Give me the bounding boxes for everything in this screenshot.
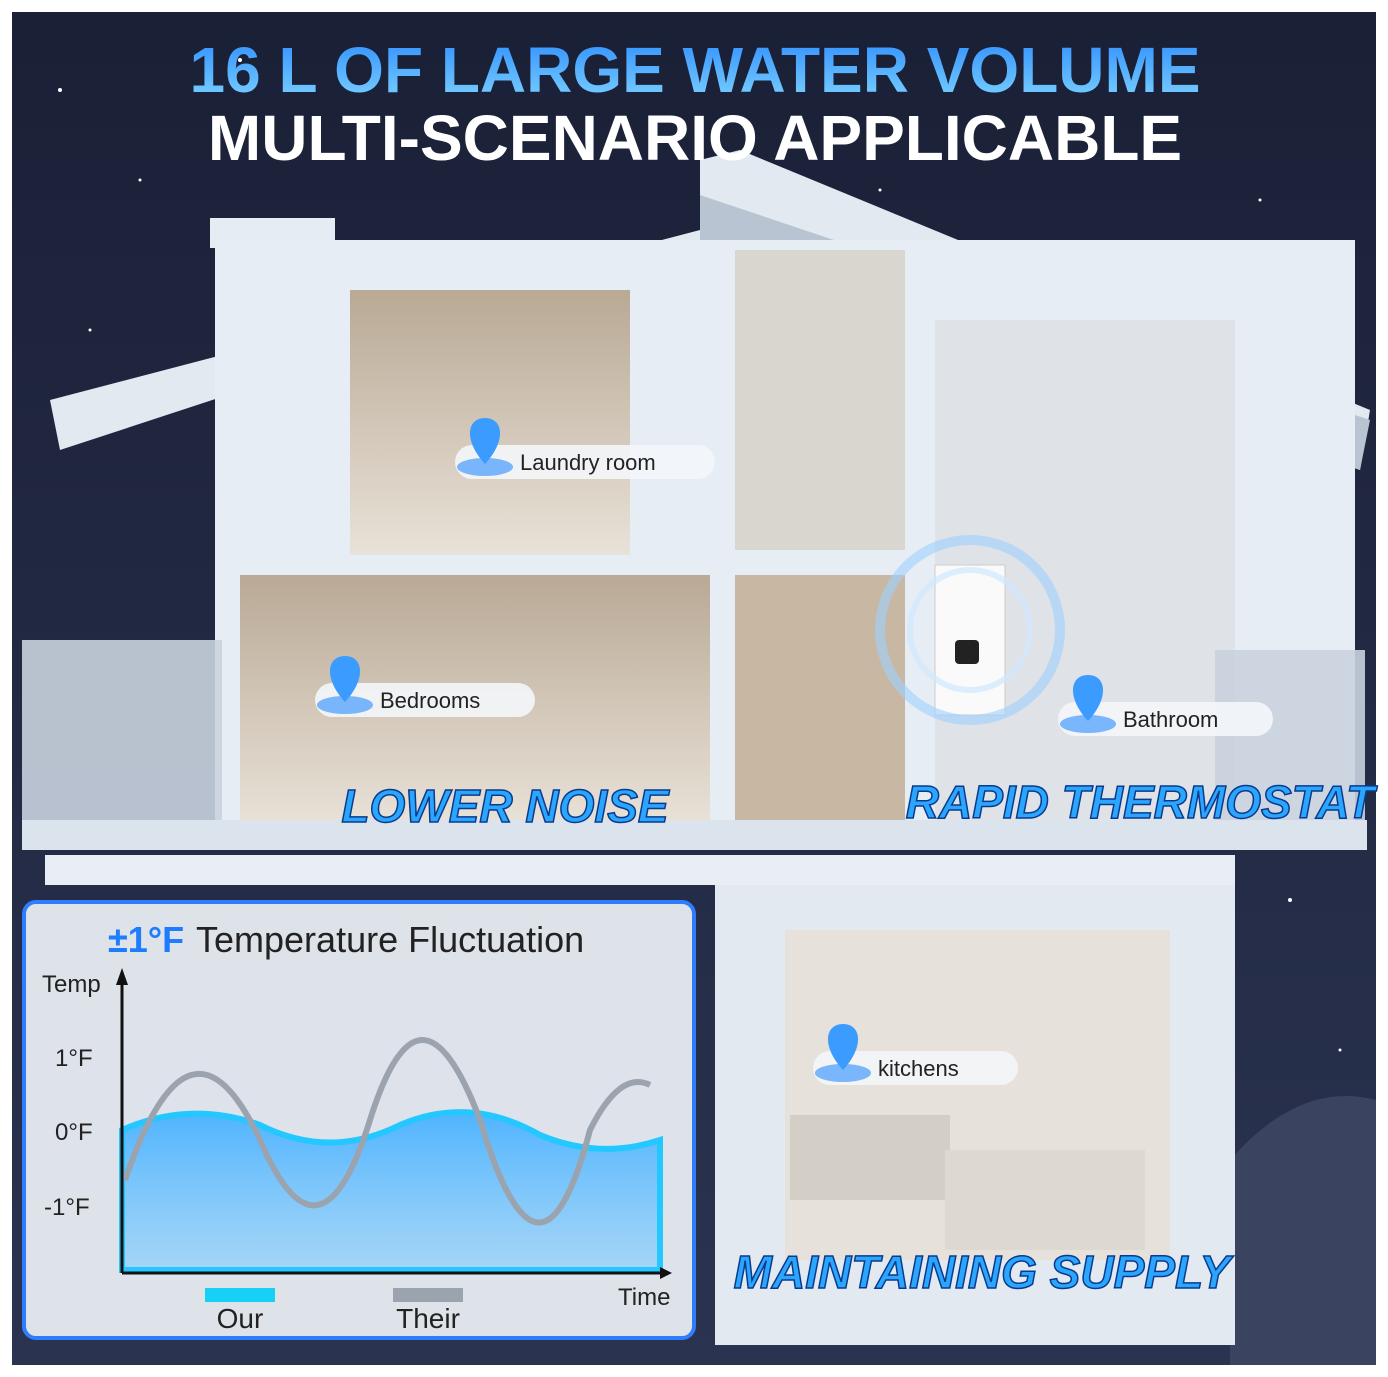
pin-base xyxy=(457,458,513,476)
x-axis-label: Time xyxy=(618,1284,670,1311)
y-label: -1°F xyxy=(44,1194,90,1221)
pin xyxy=(1072,675,1104,721)
y-label: 0°F xyxy=(55,1119,93,1146)
room-label: Bathroom xyxy=(1123,707,1218,732)
room-label: Laundry room xyxy=(520,450,656,475)
hill xyxy=(1230,1096,1376,1365)
title: 16 L OF LARGE WATER VOLUME xyxy=(189,34,1200,106)
y-label: 1°F xyxy=(55,1045,93,1072)
inset-title-prefix: ±1°F xyxy=(108,919,184,960)
pin xyxy=(827,1024,859,1070)
y-axis-label: Temp xyxy=(42,971,101,998)
house xyxy=(22,150,1370,1345)
legend-label: Their xyxy=(396,1303,460,1334)
pin-base xyxy=(317,696,373,714)
room-label: Bedrooms xyxy=(380,688,480,713)
feature: LOWER NOISE xyxy=(341,780,669,832)
pin-base xyxy=(815,1064,871,1082)
label-pill xyxy=(455,445,715,479)
feature: RAPID THERMOSTAT xyxy=(906,776,1378,828)
pin xyxy=(469,418,501,464)
feature: MAINTAINING SUPPLY xyxy=(734,1246,1235,1298)
pin xyxy=(329,656,361,702)
subtitle: MULTI-SCENARIO APPLICABLE xyxy=(208,102,1182,174)
pin-base xyxy=(1060,715,1116,733)
inset-panel: ±1°F Temperature Fluctuation Temp 1°F 0°… xyxy=(22,900,696,1340)
legend-label: Our xyxy=(217,1303,264,1334)
inset-title: Temperature Fluctuation xyxy=(196,919,584,960)
room-label: kitchens xyxy=(878,1056,959,1081)
